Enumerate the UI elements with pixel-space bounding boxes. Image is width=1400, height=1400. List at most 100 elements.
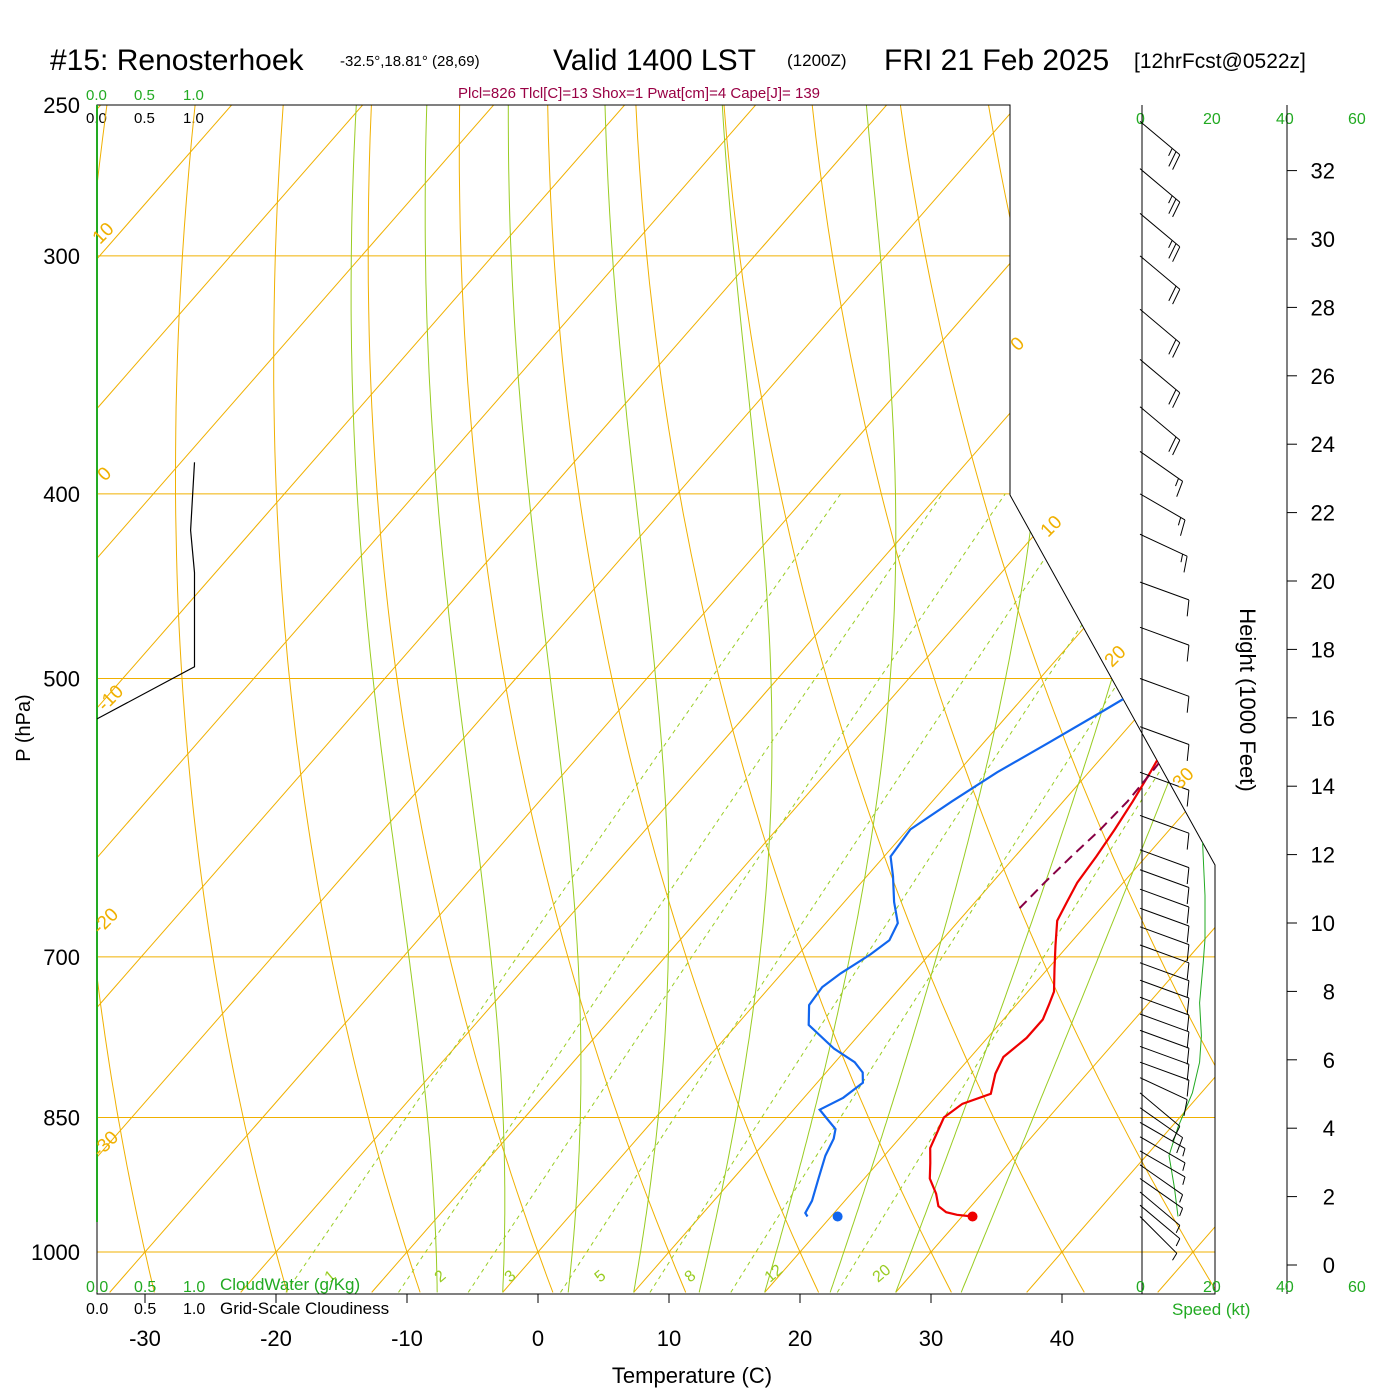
wind-barb bbox=[1139, 814, 1190, 850]
height-tick-label: 12 bbox=[1311, 843, 1335, 868]
y-axis-label: P (hPa) bbox=[13, 694, 35, 761]
dry-adiabat-line bbox=[273, 105, 421, 1293]
height-tick-label: 24 bbox=[1311, 432, 1335, 457]
bottom-black-tick: 0.5 bbox=[134, 1301, 156, 1318]
dry-adiabat-line bbox=[1156, 105, 1215, 1293]
height-tick-label: 2 bbox=[1323, 1185, 1335, 1210]
speed-top-tick: 20 bbox=[1203, 111, 1221, 128]
mixing-ratio-label: 8 bbox=[682, 1267, 700, 1286]
speed-bottom-tick: 0 bbox=[1136, 1279, 1145, 1296]
wind-barb bbox=[1139, 1029, 1190, 1065]
moist-adiabat-line bbox=[764, 105, 897, 1293]
zulu-time: (1200Z) bbox=[787, 51, 847, 70]
wind-barb bbox=[1139, 996, 1190, 1032]
wind-barb bbox=[1139, 907, 1190, 943]
bottom-green-tick: 0.5 bbox=[134, 1279, 156, 1296]
height-tick-label: 4 bbox=[1323, 1116, 1335, 1141]
height-tick-label: 32 bbox=[1311, 159, 1335, 184]
temperature-line bbox=[928, 120, 1215, 1218]
height-tick-label: 30 bbox=[1311, 227, 1335, 252]
isotherm-line bbox=[97, 105, 888, 1293]
mixing-ratio-label: 2 bbox=[432, 1267, 450, 1286]
wind-barb bbox=[1139, 1150, 1186, 1185]
isotherm-line bbox=[502, 105, 1215, 1293]
top-green-tick: 1.0 bbox=[183, 87, 204, 104]
top-green-tick: 0.0 bbox=[86, 87, 107, 104]
wind-barbs bbox=[1139, 121, 1190, 1261]
isotherm-line bbox=[895, 105, 1215, 1293]
cloudwater-label: CloudWater (g/Kg) bbox=[220, 1275, 360, 1294]
mixing-ratio-line bbox=[730, 493, 1215, 1293]
top-black-tick: 0.5 bbox=[134, 110, 155, 127]
x-axis-label: Temperature (C) bbox=[612, 1363, 772, 1388]
wind-barb bbox=[1139, 121, 1181, 170]
isotherm-line bbox=[109, 105, 1150, 1293]
wind-barb bbox=[1139, 1077, 1188, 1116]
sounding-lines bbox=[97, 120, 1215, 1222]
wind-barb bbox=[1139, 1061, 1190, 1097]
bottom-fraction-scale: 0.0 0.5 1.0 CloudWater (g/Kg) 0.0 0.5 1.… bbox=[86, 1275, 389, 1318]
moist-adiabat-line bbox=[829, 105, 1048, 1293]
dry-adiabat-line bbox=[367, 105, 554, 1293]
bottom-green-tick: 0.0 bbox=[86, 1279, 108, 1296]
x-tick-label: 10 bbox=[657, 1326, 681, 1351]
wind-barb bbox=[1139, 213, 1181, 262]
dry-adiabat-label: -20 bbox=[89, 904, 123, 938]
x-tick-label: 30 bbox=[919, 1326, 943, 1351]
height-tick-label: 28 bbox=[1311, 295, 1335, 320]
wind-barb bbox=[1139, 308, 1181, 358]
dry-adiabat-line bbox=[721, 105, 1085, 1293]
dry-adiabat-label: 10 bbox=[89, 219, 119, 249]
height-tick-label: 22 bbox=[1311, 501, 1335, 526]
sounding-indices: Plcl=826 Tlcl[C]=13 Shox=1 Pwat[cm]=4 Ca… bbox=[458, 85, 820, 102]
wind-barb bbox=[1139, 869, 1190, 904]
mixing-ratio-line bbox=[398, 493, 943, 1293]
axis-labels: 1 2 3 5 8 12 200102030100-10-20-30250300400500… bbox=[31, 93, 1335, 1351]
moist-adiabat-line bbox=[507, 105, 582, 1293]
wind-barb bbox=[1139, 888, 1190, 924]
moist-adiabat-line bbox=[424, 105, 506, 1293]
wind-barb bbox=[1139, 533, 1188, 573]
wind-barb bbox=[1139, 1092, 1181, 1142]
dry-adiabat-label: -30 bbox=[89, 1127, 123, 1161]
station-title: #15: Renosterhoek bbox=[50, 44, 305, 77]
isotherm-line bbox=[633, 105, 1215, 1293]
speed-top-tick: 60 bbox=[1348, 111, 1366, 128]
wind-barb bbox=[1139, 1013, 1190, 1049]
surface-dewpoint-dot bbox=[832, 1211, 843, 1222]
height-axis-label: Height (1000 Feet) bbox=[1235, 608, 1260, 791]
wind-barb bbox=[1139, 626, 1190, 662]
height-tick-label: 26 bbox=[1311, 364, 1335, 389]
dry-adiabat-line bbox=[97, 105, 155, 1293]
wind-barb bbox=[1139, 255, 1181, 305]
pressure-tick-label: 500 bbox=[43, 667, 80, 692]
speed-scale-top: 0 20 40 60 bbox=[1136, 111, 1366, 128]
x-tick-label: -30 bbox=[129, 1326, 161, 1351]
valid-date: FRI 21 Feb 2025 bbox=[884, 44, 1109, 77]
speed-scale-bottom: 0 20 40 60 Speed (kt) bbox=[1136, 1279, 1366, 1319]
isotherm-line bbox=[97, 105, 495, 1293]
cloudiness-line bbox=[97, 462, 196, 720]
background-lines bbox=[97, 105, 1215, 1293]
wind-barb bbox=[1139, 1216, 1178, 1261]
speed-axis-label: Speed (kt) bbox=[1172, 1300, 1250, 1319]
wind-barb bbox=[1139, 1164, 1184, 1203]
mixing-ratio-line bbox=[285, 493, 842, 1293]
top-fraction-scale-green: 0.0 0.5 1.0 bbox=[86, 87, 204, 104]
mixing-ratio-line bbox=[560, 493, 1089, 1293]
pressure-tick-label: 400 bbox=[43, 482, 80, 507]
bottom-green-tick: 1.0 bbox=[183, 1279, 205, 1296]
isotherm-line bbox=[764, 105, 1215, 1293]
wind-barb bbox=[1139, 451, 1184, 497]
speed-top-tick: 40 bbox=[1276, 111, 1294, 128]
dry-adiabat-line bbox=[808, 105, 1215, 1293]
wind-barb bbox=[1139, 849, 1190, 885]
dry-adiabat-line bbox=[895, 105, 1215, 1293]
height-tick-label: 0 bbox=[1323, 1253, 1335, 1278]
dry-adiabat-line bbox=[175, 105, 288, 1293]
wind-barb bbox=[1139, 962, 1190, 998]
bottom-black-tick: 1.0 bbox=[183, 1301, 205, 1318]
wind-barb bbox=[1139, 944, 1190, 980]
wind-barb bbox=[1139, 1136, 1186, 1171]
wind-barb bbox=[1139, 678, 1190, 713]
